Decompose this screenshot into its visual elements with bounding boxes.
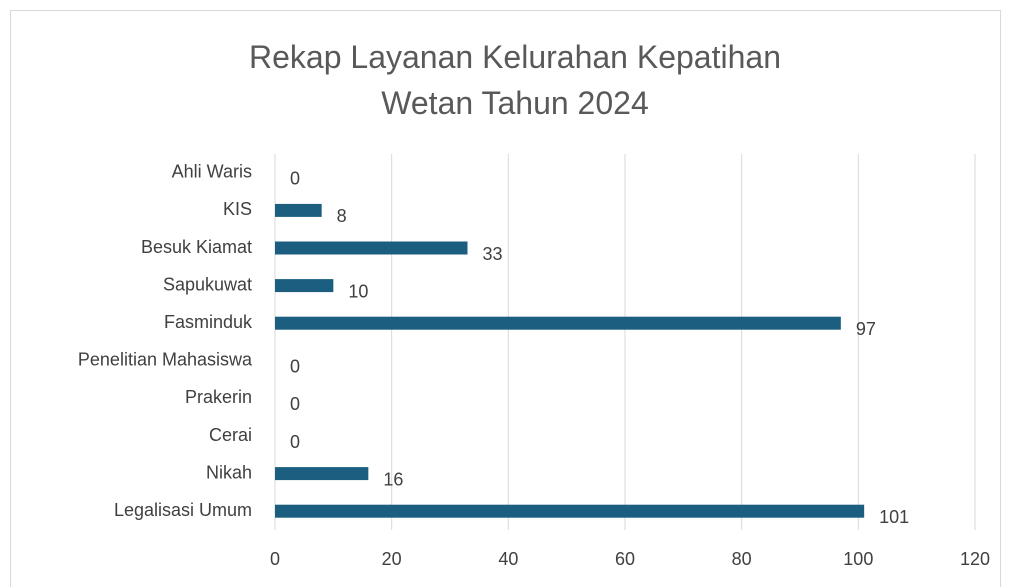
y-tick-label: Penelitian Mahasiswa — [78, 350, 253, 370]
y-tick-label: Prakerin — [185, 387, 252, 407]
bar — [275, 203, 322, 217]
x-tick-label: 20 — [382, 549, 402, 569]
y-tick-label: Legalisasi Umum — [114, 500, 252, 520]
x-tick-label: 120 — [960, 549, 990, 569]
data-label: 16 — [383, 469, 403, 489]
data-label: 97 — [856, 319, 876, 339]
x-tick-label: 60 — [615, 549, 635, 569]
y-tick-label: Cerai — [209, 425, 252, 445]
data-label: 0 — [290, 394, 300, 414]
y-tick-label: Fasminduk — [164, 312, 253, 332]
data-label: 10 — [348, 281, 368, 301]
data-label: 0 — [290, 357, 300, 377]
y-tick-label: KIS — [223, 199, 252, 219]
y-tick-label: Nikah — [206, 462, 252, 482]
x-tick-label: 0 — [270, 549, 280, 569]
bar — [275, 279, 334, 293]
bar — [275, 467, 369, 481]
y-tick-label: Besuk Kiamat — [141, 237, 252, 257]
bar — [275, 241, 468, 255]
bar — [275, 504, 865, 518]
chart-border — [10, 10, 1001, 587]
data-label: 8 — [337, 206, 347, 226]
data-label: 0 — [290, 432, 300, 452]
data-label: 0 — [290, 169, 300, 189]
data-label: 101 — [879, 507, 909, 527]
x-tick-label: 80 — [732, 549, 752, 569]
x-tick-label: 40 — [498, 549, 518, 569]
y-tick-label: Sapukuwat — [163, 274, 252, 294]
chart-title: Rekap Layanan Kelurahan Kepatihan Wetan … — [249, 39, 781, 121]
data-label: 33 — [483, 244, 503, 264]
y-tick-label: Ahli Waris — [172, 162, 252, 182]
bar — [275, 316, 841, 330]
x-tick-label: 100 — [843, 549, 873, 569]
